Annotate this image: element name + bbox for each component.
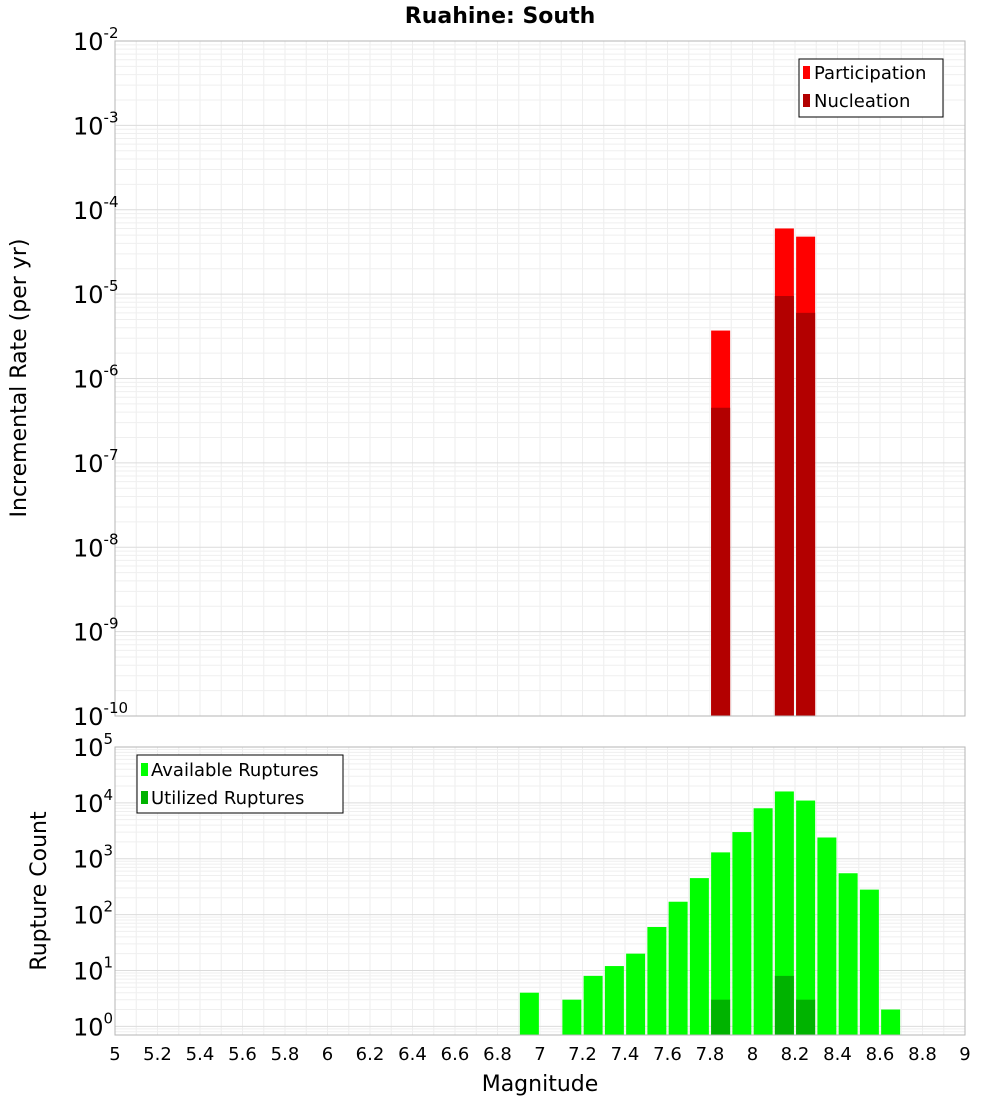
count-y-axis-label: Rupture Count <box>27 811 52 971</box>
count-bar-available <box>774 791 794 1035</box>
count-bar-available <box>668 901 688 1035</box>
count-bar-utilized <box>796 999 816 1035</box>
x-tick-label: 6.2 <box>356 1044 385 1065</box>
participation-legend-swatch <box>803 66 810 79</box>
rate-grid <box>114 41 966 717</box>
rate-bar-nucleation <box>774 296 794 716</box>
rate-y-tick-label: 10-10 <box>73 699 128 731</box>
count-legend-box <box>136 754 344 814</box>
count-y-tick-label: 105 <box>73 730 113 762</box>
count-y-tick-label: 104 <box>73 786 113 818</box>
nucleation-legend-swatch <box>803 94 810 107</box>
x-tick-label: 8.6 <box>866 1044 895 1065</box>
x-tick-label: 5.2 <box>143 1044 172 1065</box>
count-bar-utilized <box>774 975 794 1035</box>
count-bar-available <box>753 808 773 1035</box>
count-plot-border <box>114 746 966 1036</box>
count-legend: Available Ruptures Utilized Ruptures <box>136 754 344 814</box>
chart-title: Ruahine: South <box>405 4 596 29</box>
count-bar-available <box>583 975 603 1035</box>
x-tick-label: 8 <box>747 1044 758 1065</box>
rate-y-tick-label: 10-7 <box>73 446 119 478</box>
x-tick-label: 7.8 <box>696 1044 725 1065</box>
participation-legend-label: Participation <box>814 63 926 84</box>
count-bar-available <box>562 999 582 1035</box>
rate-bar-nucleation <box>796 312 816 716</box>
rate-plot-border <box>114 40 966 717</box>
rate-panel: 10-10 10-9 10-8 10-7 10-6 10-5 10-4 10-3 10-2 In… <box>7 24 966 731</box>
count-y-tick-label: 103 <box>73 842 113 874</box>
count-y-tick-label: 100 <box>73 1009 113 1041</box>
rate-y-tick-label: 10-6 <box>73 362 119 394</box>
count-bar-available <box>838 873 858 1035</box>
available-legend-label: Available Ruptures <box>151 760 319 781</box>
count-y-ticks: 100 101 102 103 104 105 <box>73 730 113 1041</box>
x-tick-label: 8.8 <box>908 1044 937 1065</box>
x-tick-label: 7.2 <box>568 1044 597 1065</box>
rate-legend-box <box>798 58 944 118</box>
rate-bars <box>711 228 816 716</box>
x-tick-label: 8.4 <box>823 1044 852 1065</box>
count-bar-available <box>859 889 879 1035</box>
x-tick-label: 7.6 <box>653 1044 682 1065</box>
count-y-tick-label: 102 <box>73 898 113 930</box>
x-tick-label: 6 <box>322 1044 333 1065</box>
x-tick-label: 5.4 <box>186 1044 215 1065</box>
rate-y-tick-label: 10-9 <box>73 615 119 647</box>
rate-y-tick-label: 10-4 <box>73 193 119 225</box>
x-tick-label: 7 <box>534 1044 545 1065</box>
count-bar-available <box>732 832 752 1035</box>
count-bar-available <box>519 992 539 1035</box>
rate-y-tick-label: 10-5 <box>73 277 119 309</box>
count-bar-available <box>689 878 709 1035</box>
count-bar-available <box>604 966 624 1035</box>
count-bar-utilized <box>711 999 731 1035</box>
count-bar-available <box>817 837 837 1035</box>
count-bar-available <box>796 800 816 1035</box>
rate-y-axis-label: Incremental Rate (per yr) <box>7 239 32 518</box>
rate-y-tick-label: 10-8 <box>73 530 119 562</box>
utilized-legend-swatch <box>141 791 148 804</box>
x-tick-label: 5 <box>109 1044 120 1065</box>
nucleation-legend-label: Nucleation <box>814 91 910 112</box>
x-tick-label: 5.8 <box>271 1044 300 1065</box>
rate-y-tick-label: 10-2 <box>73 24 119 56</box>
count-bar-available <box>881 1009 901 1035</box>
x-tick-label: 5.6 <box>228 1044 257 1065</box>
x-tick-label: 6.8 <box>483 1044 512 1065</box>
count-y-tick-label: 101 <box>73 953 113 985</box>
magnitude-x-ticks: 5 5.2 5.4 5.6 5.8 6 6.2 6.4 6.6 6.8 7 7.2 7.4 7.6 7.8 8… <box>109 1044 970 1065</box>
x-tick-label: 9 <box>959 1044 970 1065</box>
count-bar-available <box>626 953 646 1035</box>
rate-y-tick-label: 10-3 <box>73 108 119 140</box>
rate-y-ticks: 10-10 10-9 10-8 10-7 10-6 10-5 10-4 10-3 10-2 <box>73 24 128 731</box>
x-tick-label: 7.4 <box>611 1044 640 1065</box>
count-bars <box>519 791 901 1035</box>
count-panel: 100 101 102 103 104 105 Rupture Count Availab… <box>27 730 966 1041</box>
count-bar-available <box>647 927 667 1035</box>
x-tick-label: 6.4 <box>398 1044 427 1065</box>
rate-bar-nucleation <box>711 407 731 716</box>
count-bar-available <box>711 852 731 1035</box>
utilized-legend-label: Utilized Ruptures <box>151 788 304 809</box>
available-legend-swatch <box>141 763 148 776</box>
rate-legend: Participation Nucleation <box>798 58 944 118</box>
x-tick-label: 6.6 <box>441 1044 470 1065</box>
x-tick-label: 8.2 <box>781 1044 810 1065</box>
x-axis-label: Magnitude <box>482 1072 599 1097</box>
